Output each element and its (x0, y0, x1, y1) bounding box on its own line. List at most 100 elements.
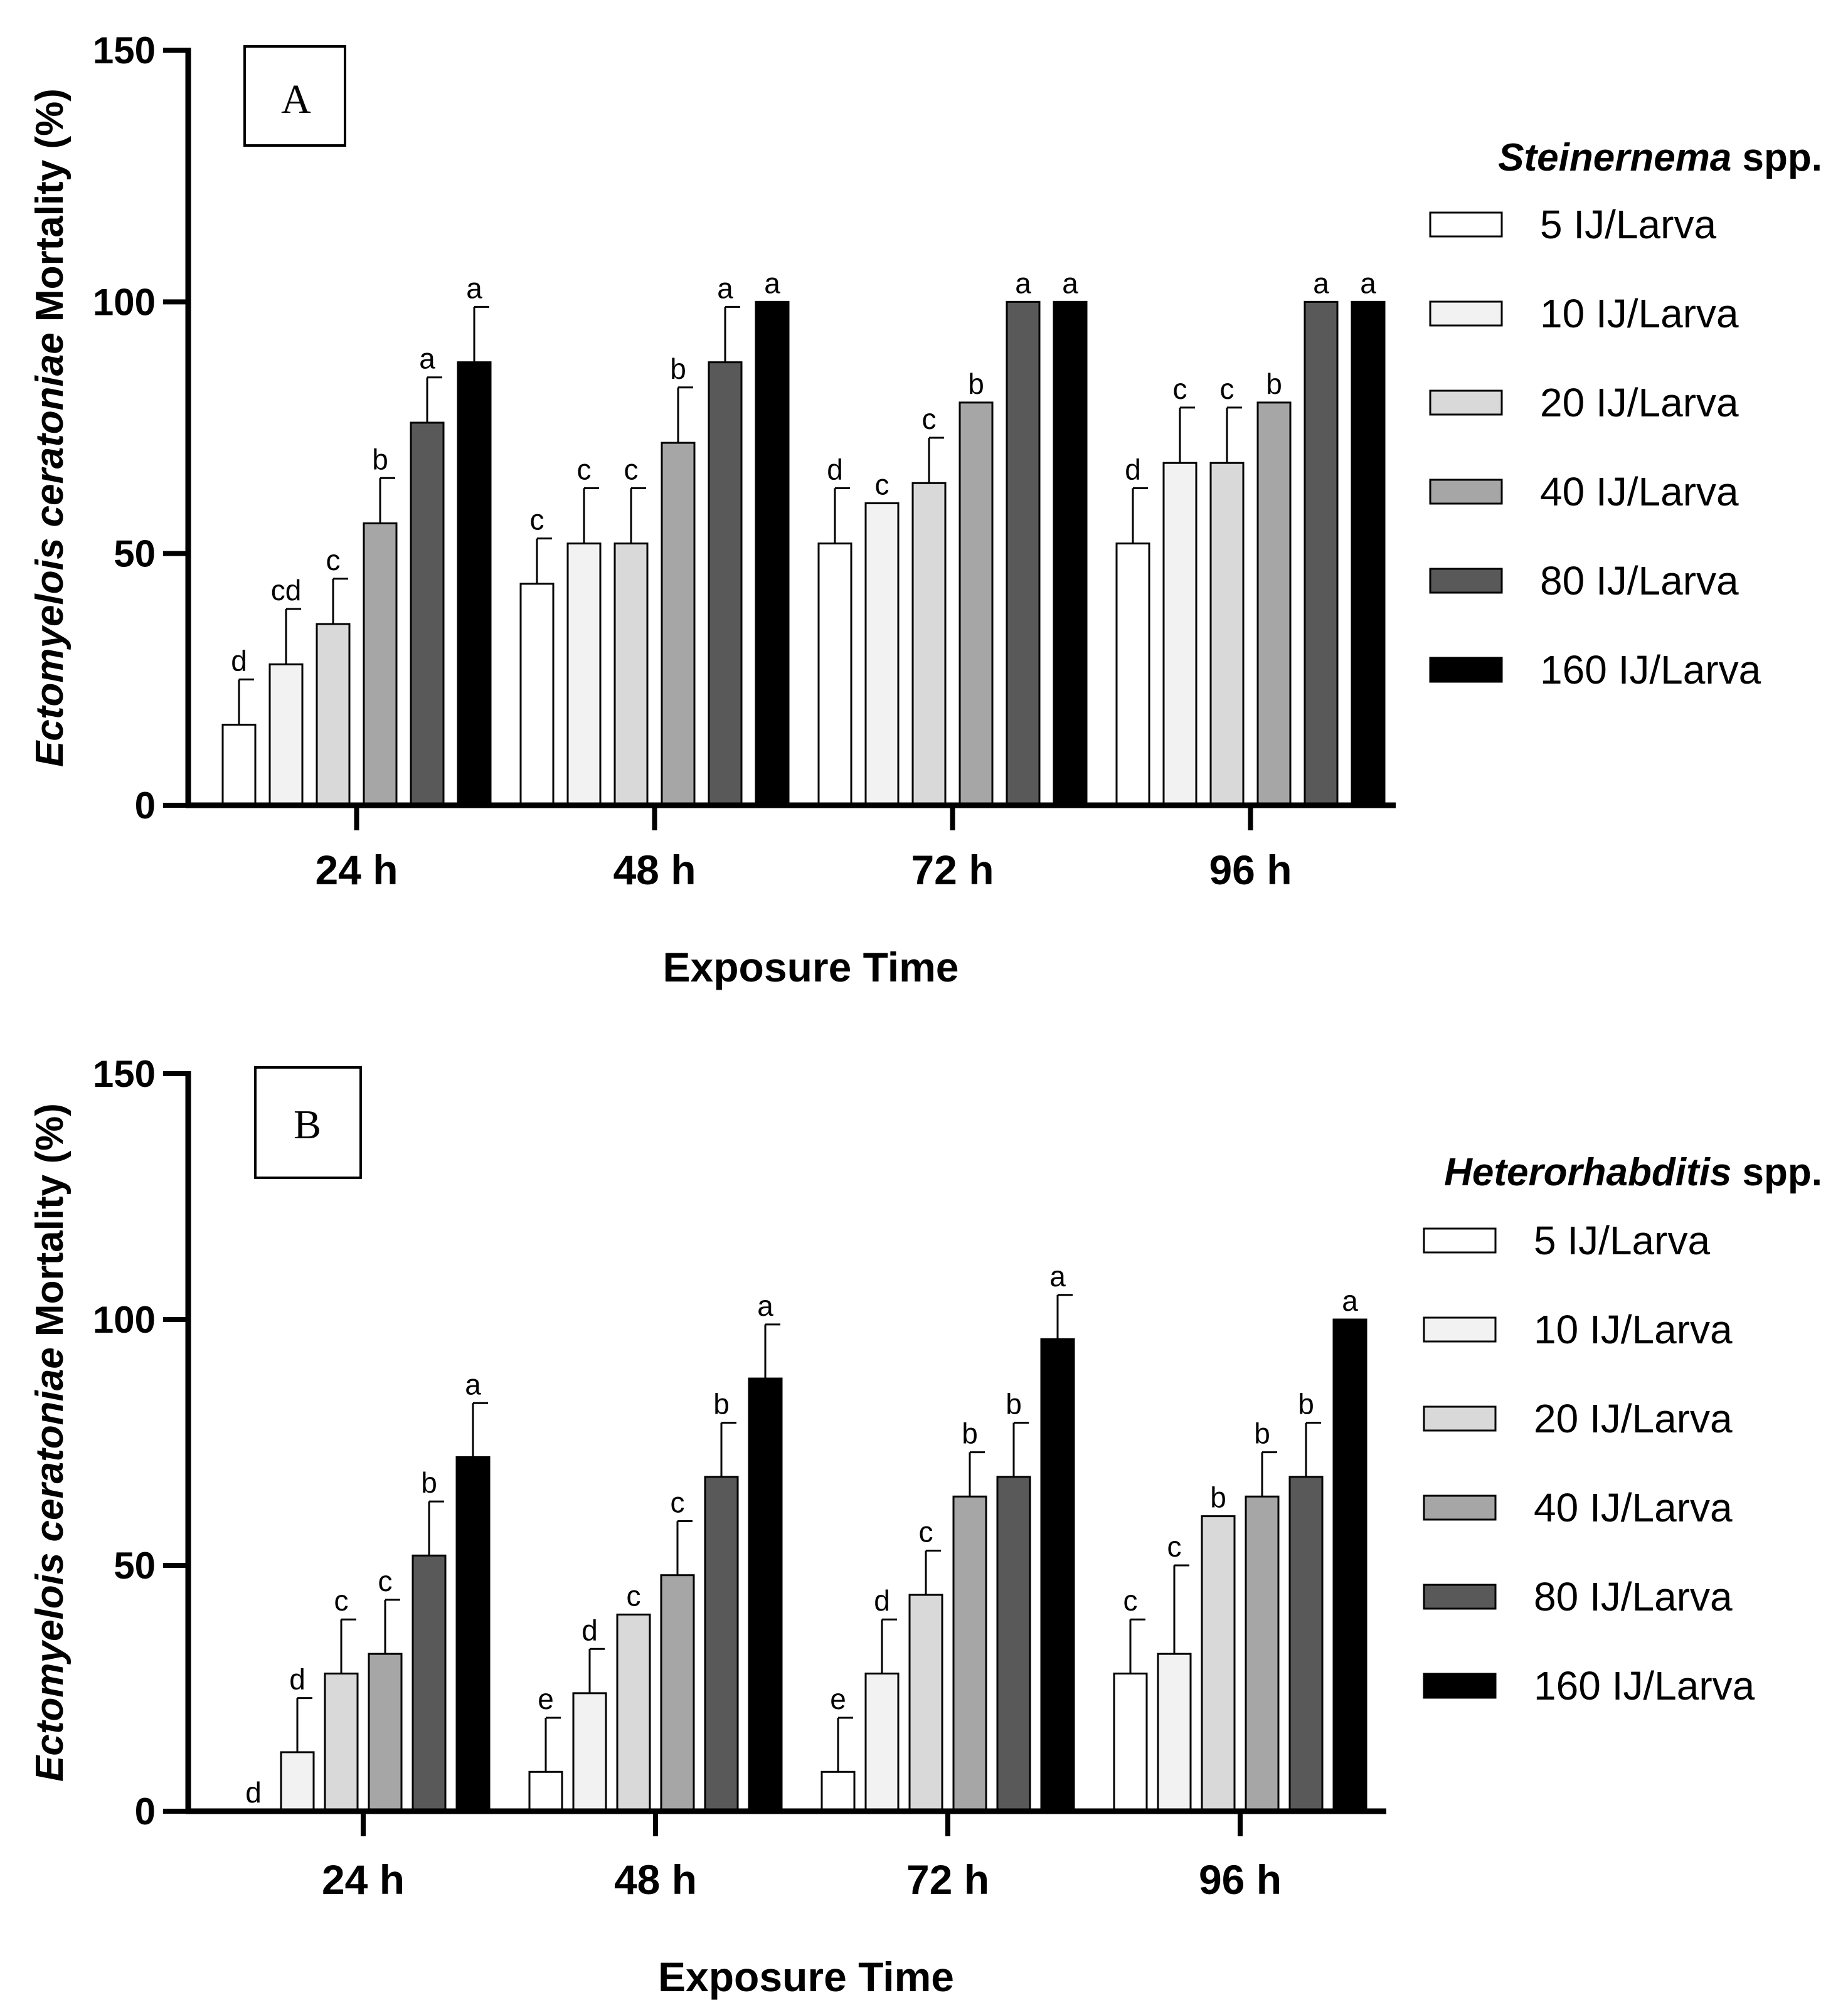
significance-letter: d (231, 644, 247, 677)
bar (410, 421, 445, 807)
significance-letter: e (538, 1683, 554, 1715)
x-tick-label: 72 h (906, 1856, 989, 1903)
legend-label: 20 IJ/Larva (1534, 1396, 1733, 1441)
significance-letter: c (378, 1565, 393, 1597)
bar (1053, 300, 1088, 807)
bar (1351, 300, 1386, 807)
y-tick-label: 50 (114, 1545, 156, 1587)
significance-letter: a (717, 272, 733, 304)
bar (864, 502, 900, 807)
legend-label: 40 IJ/Larva (1534, 1485, 1733, 1530)
significance-letter: a (1342, 1284, 1358, 1317)
legend: Steinernema spp. 5 IJ/Larva 10 IJ/Larva 20 … (1429, 136, 1822, 692)
significance-letter: c (530, 504, 544, 536)
bar (661, 442, 696, 807)
significance-letter: a (419, 342, 435, 375)
significance-letter: c (671, 1486, 685, 1518)
y-tick-label: 150 (93, 29, 156, 71)
bar (959, 401, 994, 807)
legend-label: 5 IJ/Larva (1540, 202, 1716, 247)
legend-swatch (1423, 1584, 1497, 1610)
significance-letter: c (1123, 1584, 1138, 1617)
legend-title: Heterorhabditis spp. (1444, 1151, 1822, 1194)
bar (1256, 401, 1292, 807)
bar (1332, 1318, 1367, 1812)
legend-swatch (1423, 1405, 1497, 1432)
significance-letter: cd (271, 574, 302, 606)
x-tick-label: 96 h (1199, 1856, 1282, 1903)
significance-letter: c (875, 468, 889, 500)
x-axis-title: Exposure Time (663, 944, 959, 990)
legend-swatch (1429, 300, 1503, 327)
significance-letter: c (1220, 373, 1235, 405)
legend-swatch (1429, 211, 1503, 238)
bar (528, 1770, 563, 1812)
legend-swatch (1429, 389, 1503, 416)
legend-swatch (1423, 1227, 1497, 1254)
y-tick-label: 50 (114, 533, 156, 575)
bar (221, 724, 257, 807)
bar (1157, 1653, 1192, 1812)
bar (911, 482, 947, 807)
significance-letter: a (1015, 267, 1031, 299)
bar (1115, 542, 1150, 807)
bar (1113, 1672, 1148, 1812)
bar (996, 1476, 1031, 1812)
bar (704, 1476, 739, 1812)
legend-label: 10 IJ/Larva (1540, 291, 1739, 336)
legend-swatch (1429, 657, 1503, 683)
significance-letter: a (465, 1368, 481, 1400)
legend: Heterorhabditis spp. 5 IJ/Larva 10 IJ/Larv… (1423, 1151, 1822, 1708)
y-tick-label: 100 (93, 281, 156, 323)
x-tick-label: 48 h (614, 1856, 697, 1903)
significance-letter: d (874, 1584, 890, 1617)
y-tick-label: 100 (93, 1299, 156, 1341)
bar (616, 1613, 651, 1812)
x-tick-label: 24 h (322, 1856, 405, 1903)
bar (748, 1377, 783, 1812)
significance-letter: c (1167, 1530, 1182, 1563)
significance-letter: d (1125, 453, 1141, 485)
significance-letter: a (1360, 267, 1376, 299)
legend-label: 20 IJ/Larva (1540, 380, 1739, 425)
bar (1209, 462, 1245, 807)
bar (864, 1672, 900, 1812)
bar (572, 1692, 607, 1812)
bar (280, 1751, 315, 1812)
legend-swatch (1429, 479, 1503, 505)
panel-label-box (254, 1066, 362, 1179)
legend-label: 160 IJ/Larva (1540, 647, 1761, 692)
significance-letter: c (334, 1584, 349, 1617)
significance-letter: c (1173, 373, 1187, 405)
bar (660, 1574, 695, 1812)
y-tick-label: 0 (135, 1791, 156, 1833)
y-axis-title: Ectomyelois ceratoniae Mortality (%) (28, 88, 72, 767)
bar (820, 1770, 856, 1812)
x-tick-label: 48 h (613, 847, 696, 893)
significance-letter: d (289, 1663, 305, 1696)
significance-letter: a (757, 1289, 773, 1322)
bar (316, 623, 351, 807)
significance-letter: b (1266, 368, 1282, 400)
significance-letter: c (627, 1579, 641, 1612)
significance-letter: b (1006, 1388, 1022, 1420)
bar (1288, 1476, 1324, 1812)
significance-letter: a (764, 267, 780, 299)
significance-letter: c (624, 453, 639, 485)
legend-swatch (1423, 1494, 1497, 1521)
significance-letter: d (581, 1614, 598, 1646)
bar (1245, 1495, 1280, 1812)
legend-label: 80 IJ/Larva (1534, 1574, 1733, 1619)
bar (566, 542, 602, 807)
bar (817, 542, 852, 807)
significance-letter: c (326, 544, 341, 576)
y-tick-label: 150 (93, 1053, 156, 1095)
significance-letter: a (1313, 267, 1329, 299)
significance-letter: b (1298, 1388, 1314, 1420)
bar (457, 361, 492, 807)
bar (1162, 462, 1197, 807)
significance-letter: b (670, 352, 686, 385)
legend-swatch (1429, 568, 1503, 594)
significance-letter: c (922, 403, 937, 435)
